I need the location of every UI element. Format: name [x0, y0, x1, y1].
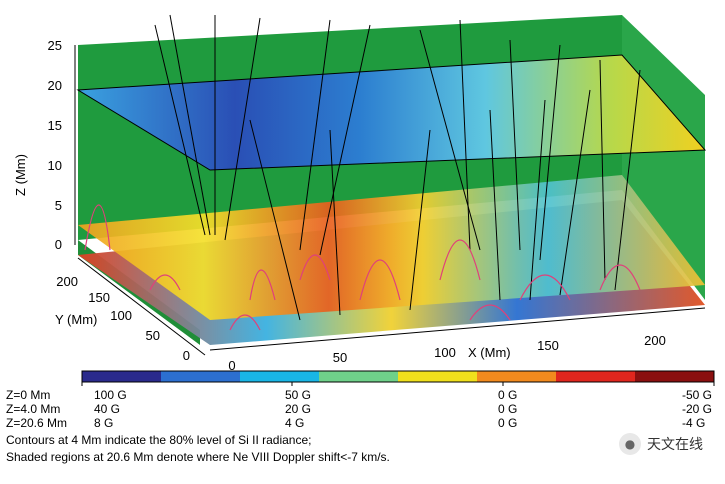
cb-v4-0: -50 G — [682, 388, 713, 402]
x-axis: 0 50 100 150 200 X (Mm) — [209, 307, 706, 373]
y-tick-200: 200 — [56, 274, 78, 289]
y-tick-50: 50 — [146, 328, 160, 343]
cb-v2-0: 50 G — [285, 388, 312, 402]
z-axis-label: Z (Mm) — [13, 154, 28, 196]
z-tick-5: 5 — [55, 198, 62, 213]
y-tick-100: 100 — [110, 308, 132, 323]
cb-v2-1: 20 G — [285, 402, 312, 416]
x-tick-0: 0 — [228, 358, 235, 373]
x-tick-50: 50 — [333, 350, 347, 365]
y-tick-150: 150 — [88, 290, 110, 305]
x-tick-150: 150 — [537, 338, 559, 353]
top-layer-outline — [76, 54, 707, 171]
z-tick-20: 20 — [48, 78, 62, 93]
layer-z20 — [78, 55, 705, 170]
z-tick-25: 25 — [48, 38, 62, 53]
z-tick-15: 15 — [48, 118, 62, 133]
cb-v4-2: -4 G — [682, 416, 706, 430]
z-tick-10: 10 — [48, 158, 62, 173]
closed-loops — [84, 204, 641, 331]
cb-v4-1: -20 G — [682, 402, 713, 416]
y-axis-label: Y (Mm) — [55, 312, 97, 327]
cb-level-0: Z=0 Mm — [6, 388, 51, 402]
colorbar — [81, 370, 715, 386]
x-axis-label: X (Mm) — [468, 345, 511, 360]
watermark-text: 天文在线 — [647, 437, 703, 453]
x-tick-100: 100 — [434, 345, 456, 360]
cb-level-2: Z=20.6 Mm — [6, 416, 68, 430]
cb-v1-2: 8 G — [94, 416, 114, 430]
cb-v3-0: 0 G — [498, 388, 518, 402]
field-lines — [154, 14, 641, 321]
z-tick-0: 0 — [55, 237, 62, 252]
cb-v2-2: 4 G — [285, 416, 305, 430]
cb-v1-0: 100 G — [94, 388, 127, 402]
y-axis: 0 50 100 150 200 Y (Mm) — [55, 257, 206, 363]
y-tick-0: 0 — [183, 348, 190, 363]
x-tick-200: 200 — [644, 333, 666, 348]
caption-line-2: Shaded regions at 20.6 Mm denote where N… — [6, 450, 390, 464]
z-axis: 0 5 10 15 20 25 Z (Mm) — [13, 38, 76, 252]
cb-level-1: Z=4.0 Mm — [6, 402, 61, 416]
cb-v3-2: 0 G — [498, 416, 518, 430]
cb-v3-1: 0 G — [498, 402, 518, 416]
cb-v1-1: 40 G — [94, 402, 121, 416]
watermark: ● 天文在线 — [619, 433, 703, 455]
layer-z4 — [78, 175, 705, 320]
wechat-icon: ● — [619, 433, 641, 455]
caption-line-1: Contours at 4 Mm indicate the 80% level … — [6, 433, 312, 447]
